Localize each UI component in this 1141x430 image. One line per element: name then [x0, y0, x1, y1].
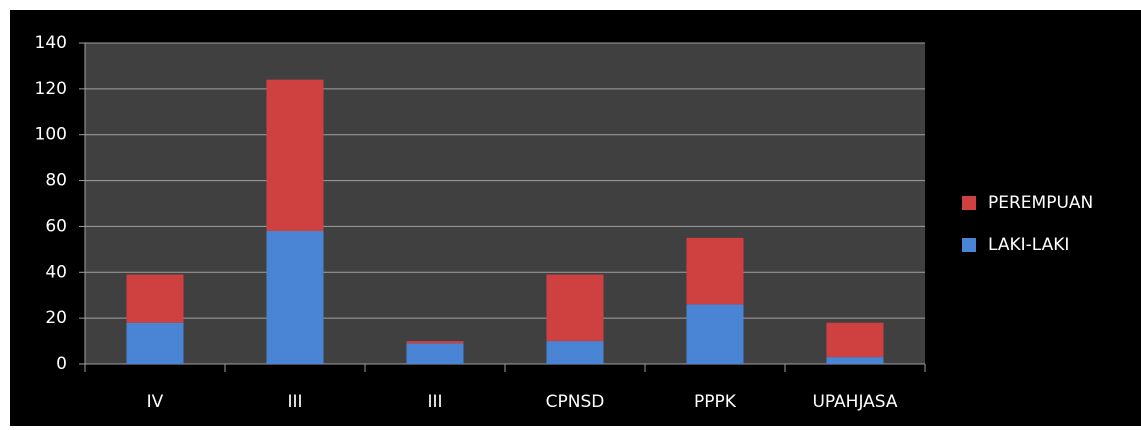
y-tick-label: 100 — [35, 125, 67, 145]
legend-label: PEREMPUAN — [988, 193, 1093, 213]
y-tick-label: 0 — [56, 354, 67, 374]
bar-segment — [686, 304, 744, 364]
x-tick-label: IV — [147, 392, 164, 412]
y-tick-label: 120 — [35, 79, 67, 99]
y-tick-label: 140 — [35, 33, 67, 53]
bar-segment — [826, 322, 884, 358]
x-tick-label: PPPK — [694, 392, 737, 412]
bar-segment — [686, 237, 744, 305]
bar-segment — [546, 341, 604, 364]
x-tick-label: III — [427, 392, 442, 412]
x-tick-label: UPAHJASA — [812, 392, 897, 412]
y-tick-label: 40 — [45, 262, 67, 282]
bar-segment — [406, 343, 464, 364]
y-tick-label: 80 — [45, 171, 67, 191]
legend-swatch — [962, 238, 976, 252]
y-tick-label: 20 — [45, 308, 67, 328]
x-tick-label: CPNSD — [546, 392, 605, 412]
bar-segment — [406, 341, 464, 344]
plot-area — [85, 43, 925, 364]
legend-label: LAKI-LAKI — [988, 235, 1069, 255]
x-tick-label: III — [287, 392, 302, 412]
y-tick-label: 60 — [45, 216, 67, 236]
bar-segment — [266, 231, 324, 364]
bar-segment — [826, 357, 884, 364]
legend-swatch — [962, 196, 976, 210]
bar-segment — [126, 322, 184, 364]
bar-segment — [266, 79, 324, 232]
bar-segment — [546, 274, 604, 342]
bar-segment — [126, 274, 184, 323]
